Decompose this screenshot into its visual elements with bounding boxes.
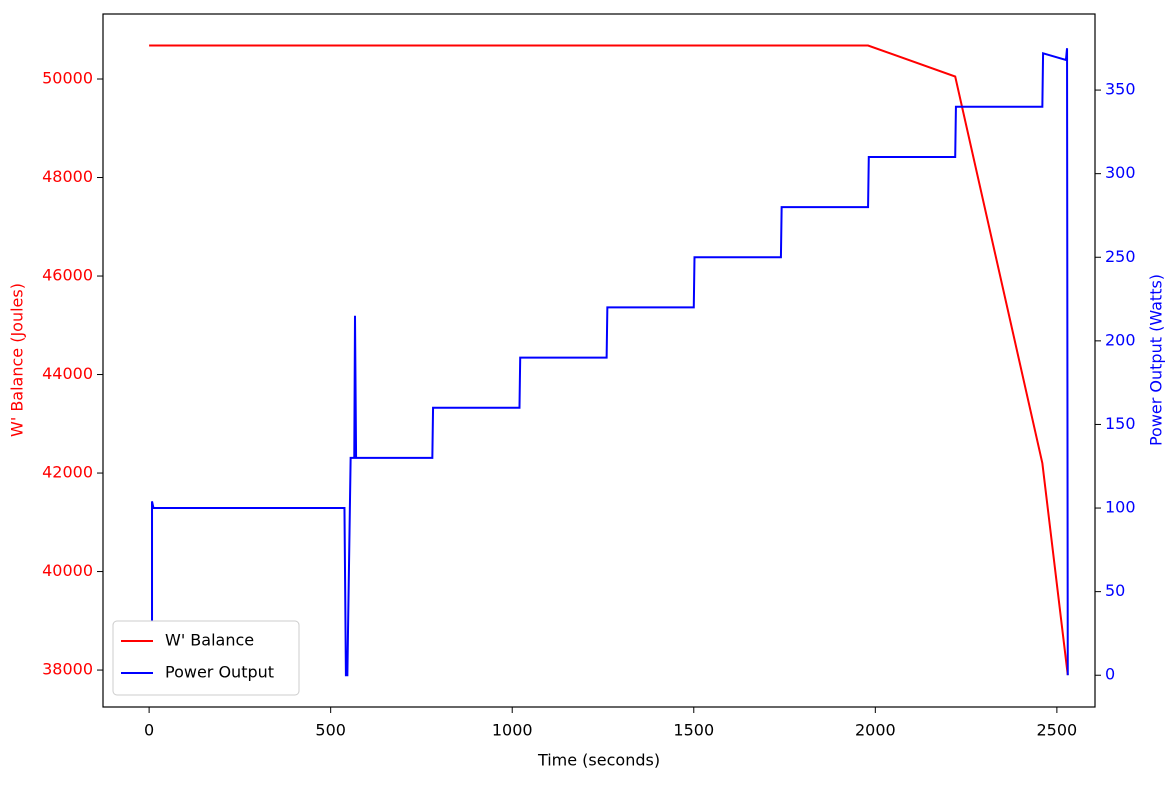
x-tick-label: 1000 (492, 721, 533, 740)
y-tick-label: 46000 (42, 266, 93, 285)
y-tick-label: 50000 (42, 69, 93, 88)
line-series (149, 48, 1069, 677)
legend-box (112, 620, 300, 696)
x-tick-label: 2000 (855, 721, 896, 740)
y-tick-label: 42000 (42, 463, 93, 482)
y2-tick-label: 150 (1105, 414, 1136, 433)
y2-tick-label: 200 (1105, 330, 1136, 349)
y2-tick-label: 350 (1105, 80, 1136, 99)
y-tick-label: 40000 (42, 561, 93, 580)
y-tick-label: 48000 (42, 167, 93, 186)
y2-tick-label: 100 (1105, 498, 1136, 517)
legend-label: W' Balance (165, 631, 254, 650)
x-tick-label: 500 (315, 721, 346, 740)
y2-tick-label: 0 (1105, 665, 1115, 684)
y-tick-label: 38000 (42, 660, 93, 679)
y2-tick-label: 300 (1105, 163, 1136, 182)
line-series (149, 44, 1069, 676)
y-axis-label: W' Balance (Joules) (8, 283, 27, 437)
x-axis-label: Time (seconds) (537, 751, 660, 770)
x-tick-label: 1500 (673, 721, 714, 740)
plot-frame (102, 13, 1096, 708)
y2-axis-label: Power Output (Watts) (1147, 274, 1166, 446)
y2-tick-label: 250 (1105, 247, 1136, 266)
y2-tick-label: 50 (1105, 581, 1125, 600)
legend-label: Power Output (165, 663, 274, 682)
x-tick-label: 0 (144, 721, 154, 740)
x-tick-label: 2500 (1037, 721, 1078, 740)
y-tick-label: 44000 (42, 364, 93, 383)
